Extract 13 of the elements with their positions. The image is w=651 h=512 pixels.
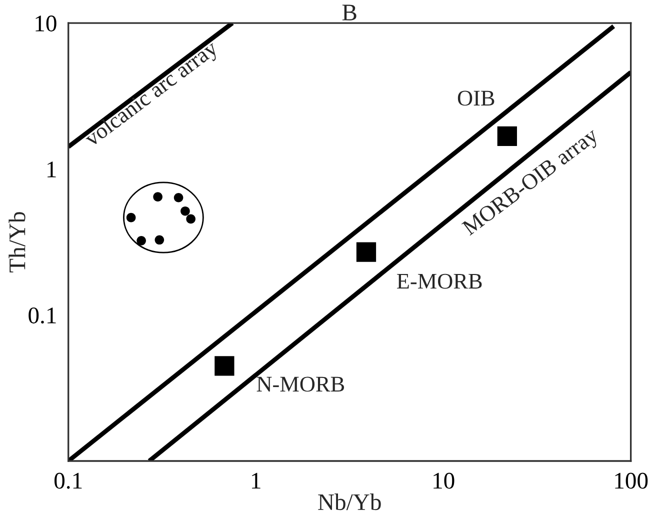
chart-title: B [342,4,356,20]
x-tick-label: 1 [252,472,260,488]
annotation: N-MORB [256,376,344,392]
x-tick-label: 100 [615,472,648,489]
annotation: E-MORB [397,274,482,289]
y-tick-label: 1 [48,162,56,178]
x-tick-label: 10 [434,472,454,489]
y-axis-title: Th/Yb [8,212,26,272]
y-tick-label: 0.1 [28,308,56,324]
x-tick-label: 0.1 [54,472,82,489]
y-tick-label: 10 [36,16,56,32]
annotation: OIB [458,90,494,106]
x-axis-title: Nb/Yb [318,494,381,510]
